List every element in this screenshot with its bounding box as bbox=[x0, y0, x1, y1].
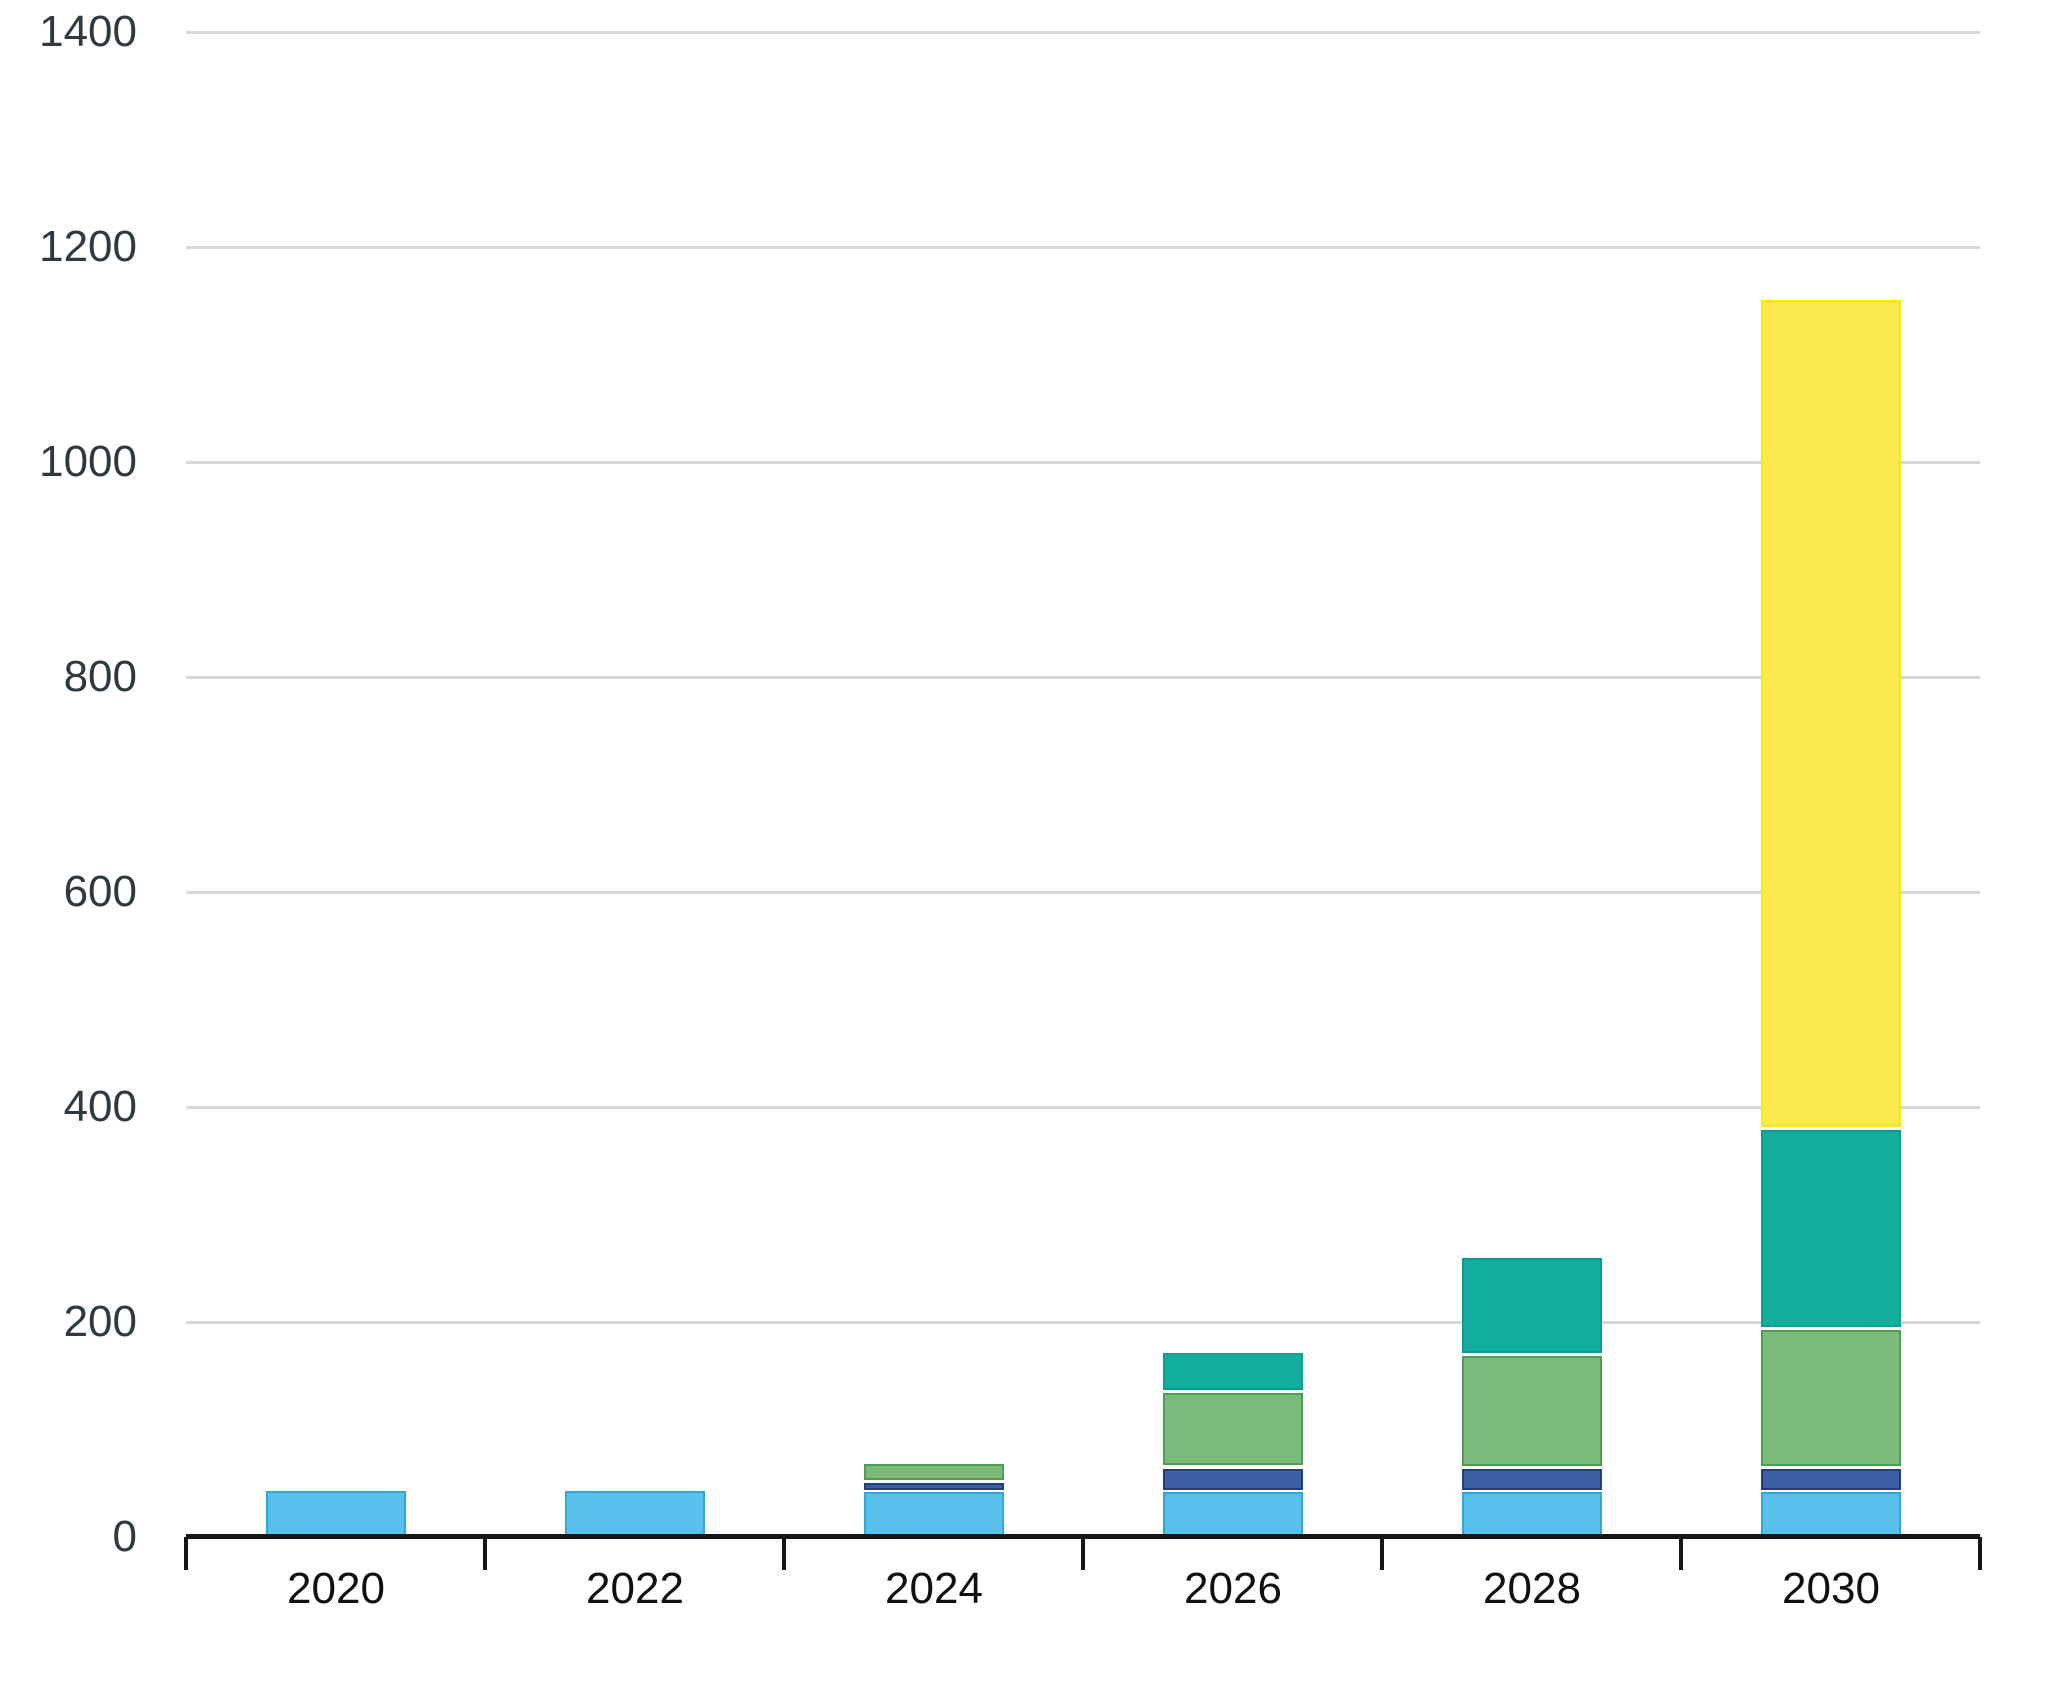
bar-2030-green bbox=[1761, 1330, 1901, 1466]
bar-2030-teal bbox=[1761, 1130, 1901, 1327]
bar-2024-green bbox=[864, 1464, 1004, 1480]
y-tick-label: 200 bbox=[63, 1297, 137, 1346]
bar-2030-light_blue bbox=[1761, 1492, 1901, 1537]
bar-2028-green bbox=[1462, 1356, 1602, 1466]
bar-2030-yellow bbox=[1761, 300, 1901, 1127]
x-tick-label: 2024 bbox=[885, 1564, 983, 1613]
x-axis-tick bbox=[483, 1537, 487, 1570]
x-axis-tick bbox=[1978, 1537, 1982, 1570]
y-tick-label: 1200 bbox=[39, 222, 137, 271]
bar-2030-dark_blue bbox=[1761, 1469, 1901, 1490]
bar-2022-light_blue bbox=[565, 1491, 705, 1537]
gridline bbox=[186, 461, 1980, 464]
y-tick-label: 600 bbox=[63, 867, 137, 916]
bar-2026-teal bbox=[1163, 1353, 1303, 1390]
gridline bbox=[186, 1321, 1980, 1324]
x-axis-tick bbox=[1679, 1537, 1683, 1570]
x-tick-label: 2020 bbox=[287, 1564, 385, 1613]
y-tick-label: 1400 bbox=[39, 7, 137, 56]
x-axis-tick bbox=[184, 1537, 188, 1570]
y-tick-label: 0 bbox=[112, 1512, 137, 1561]
y-tick-label: 800 bbox=[63, 652, 137, 701]
y-tick-label: 400 bbox=[63, 1082, 137, 1131]
gridline bbox=[186, 246, 1980, 249]
x-tick-label: 2026 bbox=[1184, 1564, 1282, 1613]
bar-2026-dark_blue bbox=[1163, 1469, 1303, 1490]
bar-2028-light_blue bbox=[1462, 1492, 1602, 1537]
bar-2026-light_blue bbox=[1163, 1492, 1303, 1537]
bar-2026-green bbox=[1163, 1393, 1303, 1465]
gridline bbox=[186, 31, 1980, 34]
gridline bbox=[186, 1106, 1980, 1109]
gridline bbox=[186, 676, 1980, 679]
bar-2020-light_blue bbox=[266, 1491, 406, 1537]
x-axis-tick bbox=[782, 1537, 786, 1570]
bar-2028-teal bbox=[1462, 1258, 1602, 1353]
bar-2024-light_blue bbox=[864, 1492, 1004, 1537]
gridline bbox=[186, 891, 1980, 894]
x-tick-label: 2028 bbox=[1483, 1564, 1581, 1613]
x-axis-tick bbox=[1081, 1537, 1085, 1570]
bar-2028-dark_blue bbox=[1462, 1469, 1602, 1490]
y-tick-label: 1000 bbox=[39, 437, 137, 486]
x-tick-label: 2030 bbox=[1782, 1564, 1880, 1613]
x-axis-line bbox=[186, 1534, 1980, 1539]
x-tick-label: 2022 bbox=[586, 1564, 684, 1613]
x-axis-tick bbox=[1380, 1537, 1384, 1570]
bar-2024-dark_blue bbox=[864, 1483, 1004, 1490]
